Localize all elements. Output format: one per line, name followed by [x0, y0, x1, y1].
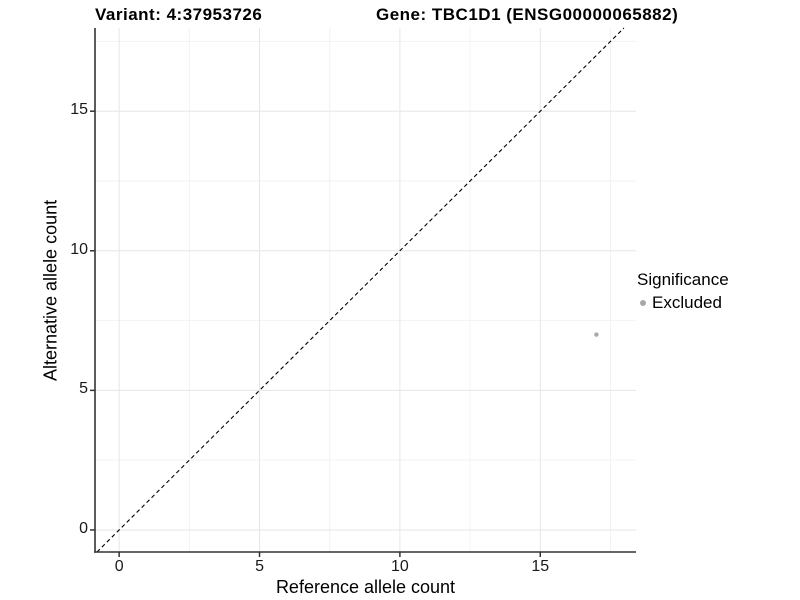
legend: Significance Excluded [637, 270, 729, 313]
variant-title: Variant: 4:37953726 [95, 5, 263, 24]
y-tick-label: 5 [79, 380, 88, 398]
y-tick-label: 10 [70, 240, 88, 258]
x-tick-label: 0 [114, 558, 124, 575]
x-tick-label: 10 [390, 558, 409, 575]
identity-line [96, 27, 625, 553]
legend-title: Significance [637, 270, 729, 289]
x-tick-label: 5 [255, 558, 264, 575]
legend-item-excluded: Excluded [637, 293, 729, 313]
x-axis-title: Reference allele count [275, 577, 456, 597]
excluded-point-icon [640, 300, 646, 306]
data-point-excluded [594, 332, 599, 337]
x-tick-label: 15 [531, 558, 550, 575]
y-tick-label: 15 [70, 101, 88, 119]
gene-title: Gene: TBC1D1 (ENSG00000065882) [376, 5, 679, 24]
legend-item-label: Excluded [652, 293, 722, 312]
y-tick-label: 0 [79, 519, 88, 537]
